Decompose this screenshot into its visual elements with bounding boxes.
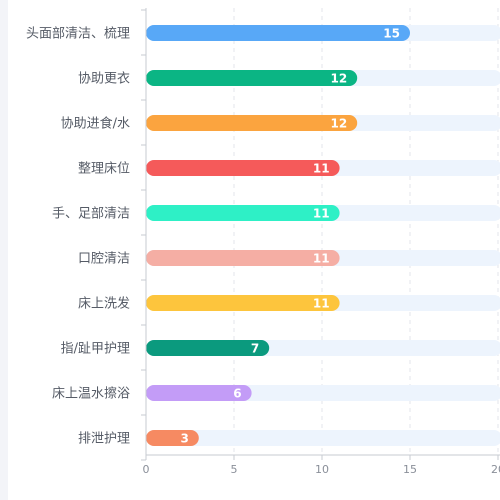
category-label: 床上温水擦浴: [52, 387, 130, 402]
bar-value-label: 11: [313, 297, 330, 311]
bar: [146, 160, 340, 176]
category-label: 协助更衣: [78, 71, 130, 87]
bar: [146, 430, 199, 446]
bar: [146, 295, 340, 311]
x-tick-label: 15: [403, 463, 417, 476]
category-label: 整理床位: [78, 162, 130, 177]
bar: [146, 340, 270, 356]
bar-value-label: 15: [383, 27, 400, 41]
category-label: 指/趾甲护理: [61, 342, 130, 357]
bar-value-label: 11: [313, 207, 330, 221]
bar: [146, 250, 340, 266]
bar: [146, 25, 410, 41]
x-tick-label: 10: [315, 463, 329, 476]
x-tick-label: 20: [491, 463, 500, 476]
bar-value-label: 11: [313, 162, 330, 176]
category-label: 协助进食/水: [61, 116, 130, 132]
bar-value-label: 12: [330, 72, 347, 86]
x-tick-label: 0: [143, 463, 150, 476]
bar: [146, 385, 252, 401]
bar-track: [146, 430, 500, 446]
bar-value-label: 12: [330, 117, 347, 131]
bar-value-label: 7: [251, 342, 259, 356]
category-label: 头面部清洁、梳理: [26, 27, 130, 42]
bar: [146, 205, 340, 221]
bar-value-label: 3: [180, 432, 188, 446]
category-label: 口腔清洁: [78, 252, 130, 267]
category-label: 排泄护理: [78, 432, 130, 447]
bar-value-label: 11: [313, 252, 330, 266]
category-label: 床上洗发: [78, 296, 130, 312]
category-label: 手、足部清洁: [52, 207, 130, 222]
bar-value-label: 6: [233, 387, 241, 401]
bar: [146, 70, 358, 86]
bar: [146, 115, 358, 131]
x-tick-label: 5: [231, 463, 238, 476]
